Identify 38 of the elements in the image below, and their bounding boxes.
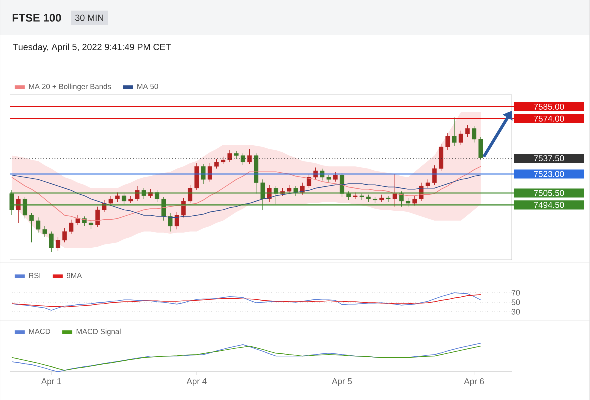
x-tick-label: Apr 5 <box>332 378 352 386</box>
candlestick <box>386 196 391 203</box>
x-tick-label: Apr 1 <box>41 378 62 386</box>
y-tick-label: 30 <box>512 309 520 315</box>
x-tick-label: Apr 6 <box>464 378 484 386</box>
y-tick-label: 7574.00 <box>534 116 564 122</box>
candlestick <box>201 164 206 184</box>
y-tick-label: 7585.00 <box>534 104 564 110</box>
x-tick-label: Apr 4 <box>186 378 207 386</box>
candlestick <box>56 236 60 252</box>
candlestick <box>307 174 312 189</box>
candlestick <box>174 212 180 230</box>
y-tick-label: 50 <box>512 300 520 306</box>
candlestick <box>22 196 28 220</box>
chart-subtitle: Tuesday, April 5, 2022 9:41:49 PM CET <box>13 44 172 52</box>
candlestick <box>10 190 14 216</box>
y-tick-label: 7505.50 <box>534 190 564 196</box>
candlestick <box>466 125 470 138</box>
y-tick-label: 7523.00 <box>534 171 564 178</box>
candlestick <box>122 193 126 205</box>
y-tick-label: 7537.50 <box>534 156 564 162</box>
candlestick <box>168 213 173 232</box>
candlestick <box>30 213 34 243</box>
candlestick <box>432 165 437 186</box>
candlestick <box>452 118 457 146</box>
candlestick <box>392 174 398 208</box>
candlestick <box>214 158 219 170</box>
candlestick <box>208 163 212 182</box>
text: 30 MIN <box>75 14 104 22</box>
candlestick <box>182 198 186 218</box>
y-tick-label: 7494.50 <box>534 202 564 208</box>
candlestick <box>458 130 464 146</box>
chart-title: FTSE 100 <box>12 14 62 22</box>
y-tick-label: 70 <box>512 290 520 296</box>
candlestick <box>294 186 298 196</box>
candlestick <box>162 196 166 222</box>
candlestick <box>16 196 21 224</box>
candlestick <box>248 148 252 165</box>
